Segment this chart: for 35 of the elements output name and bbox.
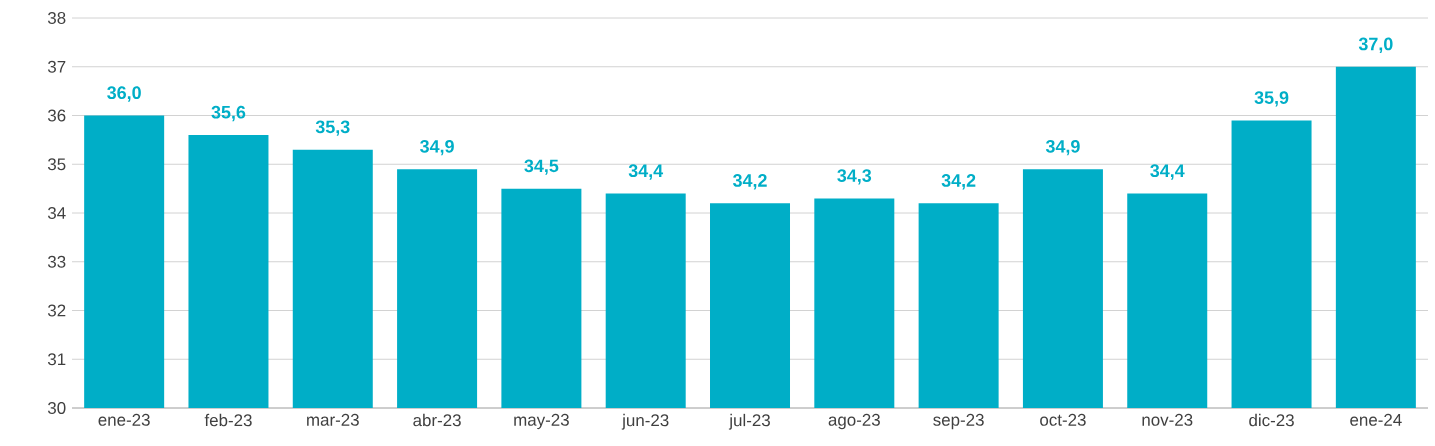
x-tick-label: ago-23 (828, 413, 880, 430)
y-tick-label: 35 (47, 158, 66, 171)
data-label: 34,4 (1150, 164, 1185, 180)
x-tick-label: ene-24 (1350, 413, 1402, 426)
x-tick-label: abr-23 (413, 413, 461, 427)
y-tick-label: 34 (47, 207, 66, 219)
x-tick-label: dic-23 (1249, 413, 1294, 427)
y-tick-label: 30 (47, 402, 66, 414)
x-tick-label: sep-23 (933, 413, 984, 430)
data-label: 34,2 (941, 174, 976, 190)
x-tick-label: jul-23 (728, 413, 770, 430)
data-label: 36,0 (107, 86, 141, 102)
data-label: 35,3 (315, 120, 350, 136)
data-label: 37,0 (1358, 37, 1393, 53)
y-tick-label: 33 (47, 255, 66, 268)
data-label: 34,3 (837, 169, 872, 185)
data-label: 34,5 (524, 159, 559, 175)
data-label: 34,2 (732, 174, 767, 190)
data-label: 34,9 (420, 139, 454, 156)
x-tick-label: mar-23 (307, 413, 359, 426)
x-tick-label: feb-23 (204, 413, 252, 427)
y-tick-label: 36 (47, 109, 66, 122)
y-tick-label: 38 (47, 12, 66, 24)
data-label: 35,9 (1254, 91, 1289, 107)
y-tick-label: 31 (47, 353, 66, 366)
x-tick-label: jun-23 (621, 413, 669, 430)
data-label: 34,9 (1045, 139, 1080, 156)
x-tick-label: ene-23 (98, 413, 150, 426)
data-label: 34,4 (628, 164, 664, 180)
x-tick-label: oct-23 (1040, 413, 1086, 426)
x-tick-label: nov-23 (1142, 413, 1193, 426)
y-tick-label: 37 (47, 60, 66, 73)
data-label: 35,6 (211, 105, 246, 122)
x-tick-label: may-23 (514, 413, 569, 430)
y-tick-label: 32 (47, 304, 66, 317)
